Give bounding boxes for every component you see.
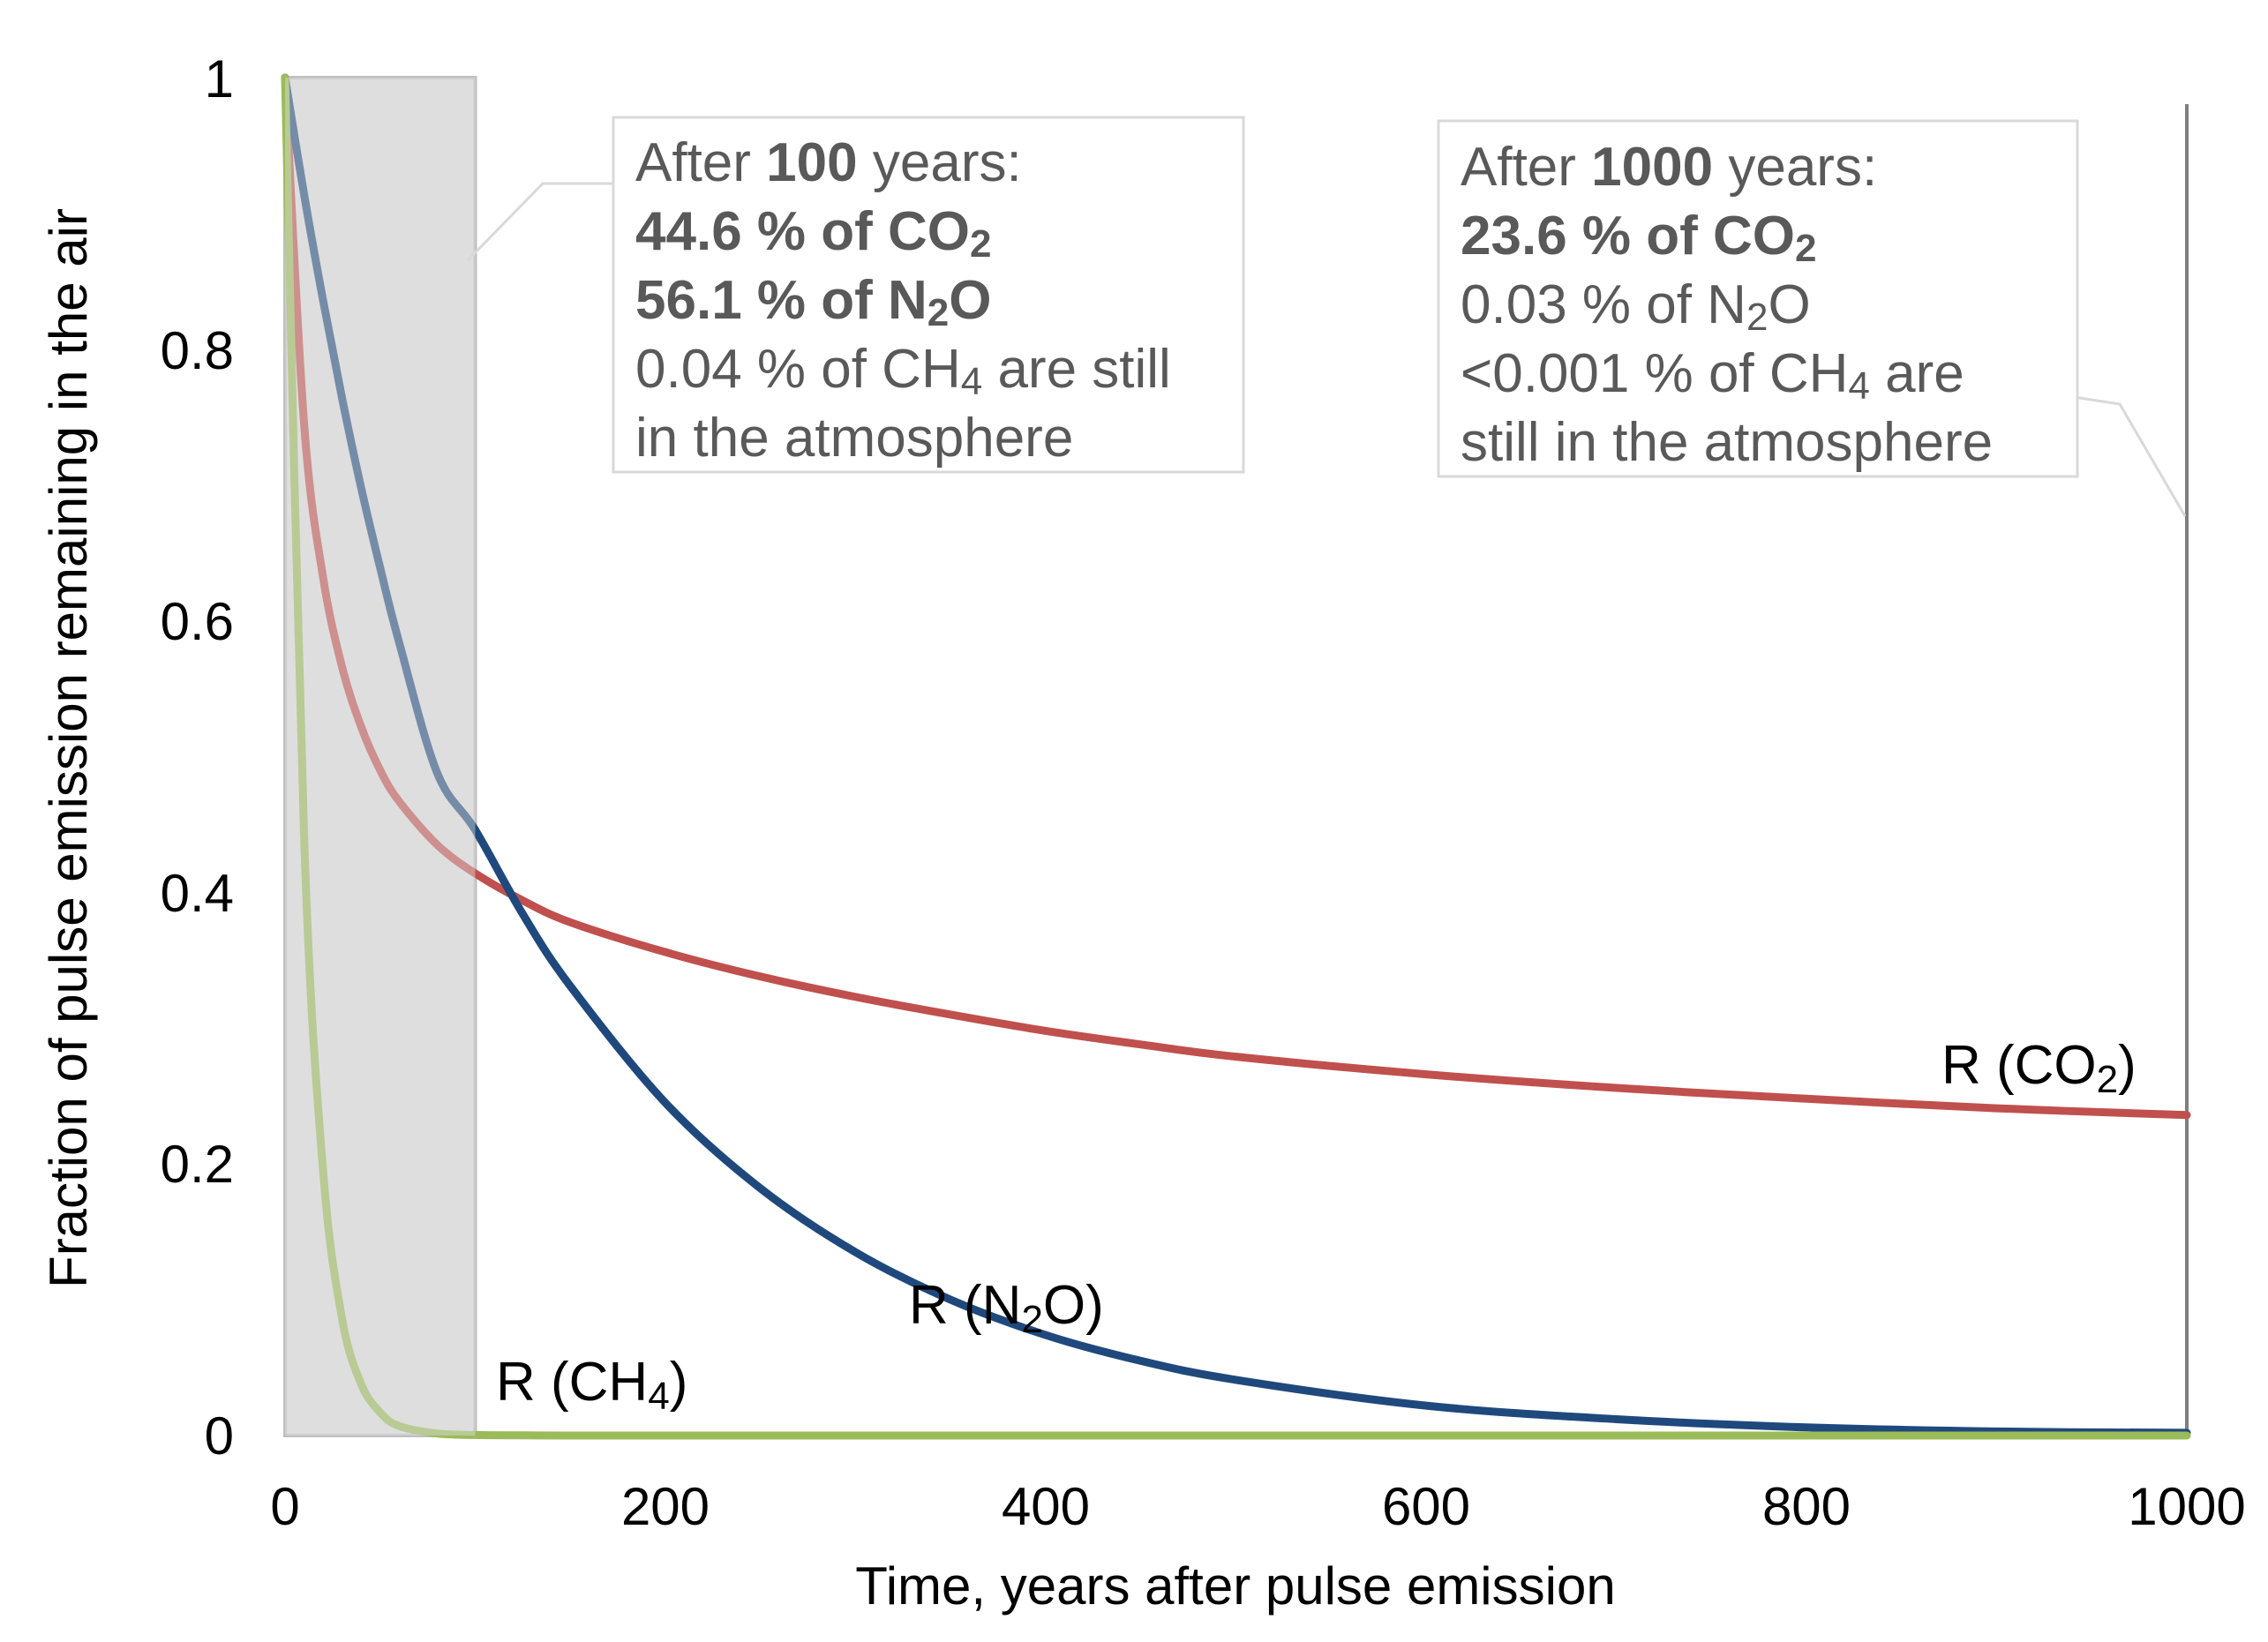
y-tick-label: 0: [205, 1406, 234, 1466]
series-line-n2o: [281, 73, 2191, 1437]
leader-line-100: [466, 182, 613, 262]
annotation-1000-line-1: After 1000 years:: [1461, 137, 1877, 198]
ann100-l3c: O: [949, 270, 991, 331]
ann100-l4a: 0.04 % of CH: [635, 339, 961, 400]
highlight-band: [283, 76, 477, 1437]
annotation-100-years: After 100 years: 44.6 % of CO2 56.1 % of…: [612, 116, 1245, 474]
x-tick-label: 800: [1762, 1477, 1851, 1536]
annotation-1000-years: After 1000 years: 23.6 % of CO2 0.03 % o…: [1437, 119, 2079, 478]
ann1000-l3s: 2: [1746, 296, 1768, 339]
ann1000-l4a: <0.001 % of CH: [1461, 343, 1848, 404]
annotation-100-line-4: 0.04 % of CH4 are still: [635, 339, 1171, 403]
x-axis-title: Time, years after pulse emission: [855, 1556, 1615, 1616]
ann1000-l1b: 1000: [1591, 137, 1713, 198]
annotation-100-line-1: After 100 years:: [635, 132, 1022, 193]
series-label-n2o-chem: N: [982, 1275, 1022, 1336]
ann100-l2a: 44.6 % of CO: [635, 201, 970, 262]
y-tick-label: 0.8: [161, 321, 234, 380]
y-tick-label: 1: [205, 49, 234, 109]
series-label-n2o-prefix: R (: [909, 1275, 982, 1336]
series-line-ch4: [281, 73, 2191, 1440]
series-label-ch4-sub: 4: [648, 1375, 669, 1418]
series-label-ch4-chem: CH: [569, 1352, 649, 1413]
series-label-ch4: R (CH4): [496, 1352, 687, 1418]
x-tick-label: 400: [1002, 1477, 1090, 1536]
ann1000-l1c: years:: [1713, 137, 1877, 198]
ann1000-l2s: 2: [1795, 227, 1816, 270]
series-line-co2: [281, 73, 2191, 1120]
annotation-100-line-5: in the atmosphere: [635, 408, 1073, 469]
ann1000-l3a: 0.03 % of N: [1461, 274, 1746, 335]
ann1000-l4c: are: [1870, 343, 1964, 404]
x-tick-label: 1000: [2128, 1477, 2245, 1536]
y-axis-title: Fraction of pulse emission remaining in …: [39, 208, 98, 1288]
ann100-l1b: 100: [766, 132, 857, 193]
x-tick-label: 0: [270, 1477, 299, 1536]
series-label-ch4-suffix: ): [670, 1352, 688, 1413]
y-tick-label: 0.2: [161, 1135, 234, 1194]
ann100-l1c: years:: [858, 132, 1022, 193]
x-tick-label: 600: [1382, 1477, 1470, 1536]
ann1000-l1a: After: [1461, 137, 1591, 198]
series-label-co2-prefix: R (: [1941, 1035, 2015, 1096]
ann100-l2s: 2: [970, 222, 991, 266]
highlight-band-overlay: [285, 78, 476, 1436]
series-label-co2: R (CO2): [1941, 1035, 2137, 1101]
annotation-1000-line-3: 0.03 % of N2O: [1461, 274, 1811, 339]
ann100-l4s: 4: [961, 360, 982, 403]
series-label-n2o: R (N2O): [909, 1275, 1104, 1341]
series-label-n2o-sub: 2: [1021, 1298, 1042, 1341]
annotation-1000-line-4: <0.001 % of CH4 are: [1461, 343, 1964, 408]
leader-line-1000: [2073, 395, 2187, 517]
ann1000-l4s: 4: [1848, 364, 1869, 408]
ann1000-l2a: 23.6 % of CO: [1461, 206, 1795, 266]
y-tick-label: 0.6: [161, 592, 234, 651]
series-label-co2-sub: 2: [2097, 1058, 2118, 1101]
y-tick-labels: 0 0.2 0.4 0.6 0.8 1: [161, 49, 234, 1466]
ann100-l3s: 2: [927, 291, 949, 334]
ann100-l4c: are still: [982, 339, 1171, 400]
annotation-1000-box: [1437, 119, 2079, 478]
series-label-n2o-suffix: O): [1043, 1275, 1104, 1336]
annotation-100-box: [612, 116, 1245, 474]
annotation-100-line-3: 56.1 % of N2O: [635, 270, 992, 334]
annotation-1000-line-2: 23.6 % of CO2: [1461, 206, 1816, 270]
annotation-100-line-2: 44.6 % of CO2: [635, 201, 991, 266]
ann1000-l3c: O: [1768, 274, 1810, 335]
ann100-l3a: 56.1 % of N: [635, 270, 927, 331]
annotation-1000-line-5: still in the atmosphere: [1461, 412, 1993, 473]
y-tick-label: 0.4: [161, 864, 234, 923]
x-tick-labels: 0 200 400 600 800 1000: [270, 1477, 2245, 1536]
x-tick-label: 200: [621, 1477, 710, 1536]
ann100-l1a: After: [635, 132, 766, 193]
series-label-co2-suffix: ): [2118, 1035, 2137, 1096]
series-label-co2-chem: CO: [2015, 1035, 2097, 1096]
series-label-ch4-prefix: R (: [496, 1352, 569, 1413]
